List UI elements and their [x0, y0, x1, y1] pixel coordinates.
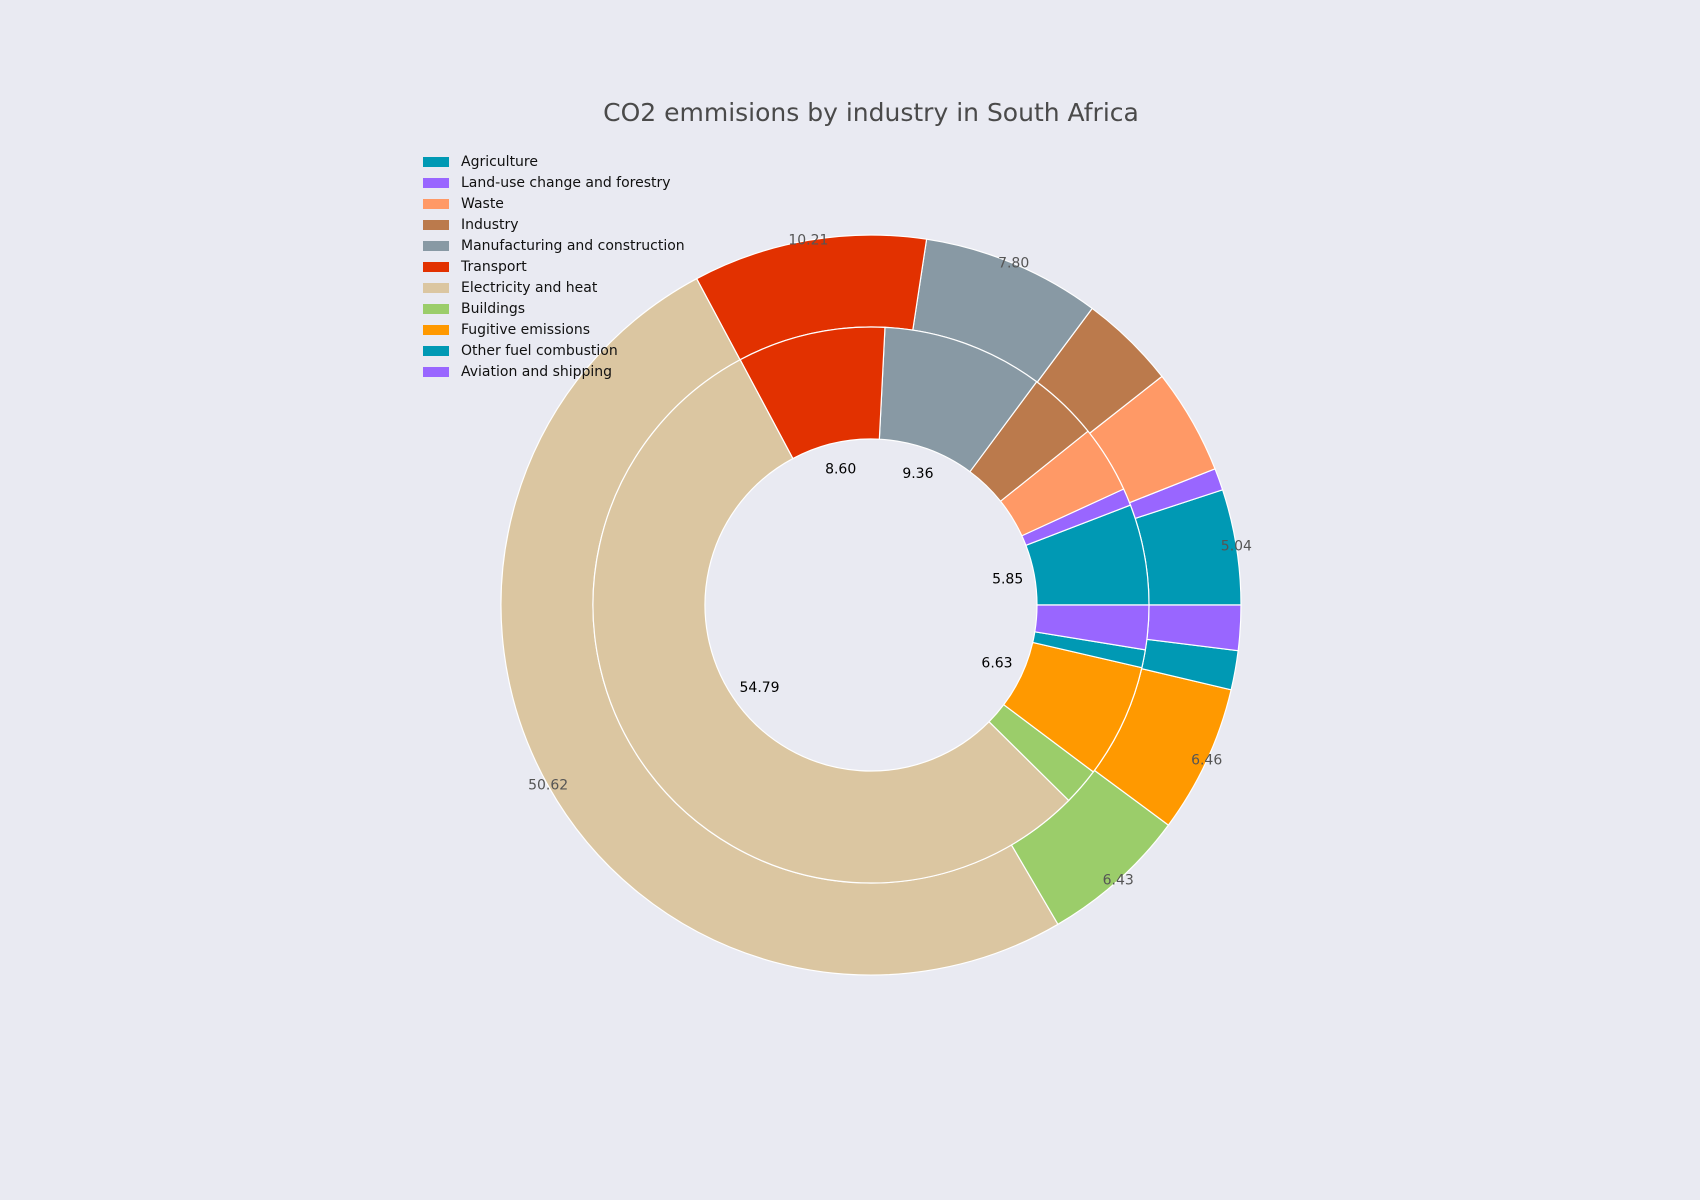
legend-label: Industry: [461, 217, 519, 233]
legend-swatch: [423, 325, 449, 335]
value-label: 6.63: [981, 656, 1012, 672]
value-label: 54.79: [740, 680, 780, 696]
chart-title: CO2 emmisions by industry in South Afric…: [603, 98, 1139, 127]
value-label: 10.21: [788, 232, 828, 248]
legend-swatch: [423, 241, 449, 251]
legend-swatch: [423, 367, 449, 377]
value-label: 6.46: [1191, 753, 1222, 769]
legend-swatch: [423, 346, 449, 356]
legend-label: Electricity and heat: [461, 280, 598, 296]
value-label: 6.43: [1103, 872, 1134, 888]
value-label: 7.80: [998, 256, 1029, 272]
legend-label: Buildings: [461, 301, 525, 317]
wedge: [1034, 604, 1150, 651]
legend-swatch: [423, 262, 449, 272]
legend-label: Other fuel combustion: [461, 343, 618, 359]
legend-swatch: [423, 283, 449, 293]
legend-label: Waste: [461, 196, 504, 212]
value-label: 8.60: [825, 461, 856, 477]
legend-swatch: [423, 304, 449, 314]
value-label: 50.62: [528, 778, 568, 794]
value-label: 5.04: [1221, 539, 1252, 555]
legend-swatch: [423, 157, 449, 167]
value-label: 9.36: [902, 466, 933, 482]
legend-swatch: [423, 178, 449, 188]
value-label: 5.85: [992, 572, 1023, 588]
legend-label: Transport: [460, 259, 527, 275]
legend-label: Aviation and shipping: [461, 364, 612, 380]
legend-label: Land-use change and forestry: [461, 175, 671, 191]
legend-label: Fugitive emissions: [461, 322, 590, 338]
legend-label: Manufacturing and construction: [461, 238, 685, 254]
legend-swatch: [423, 220, 449, 230]
legend-label: Agriculture: [461, 154, 538, 170]
legend-swatch: [423, 199, 449, 209]
wedge: [592, 358, 1070, 884]
